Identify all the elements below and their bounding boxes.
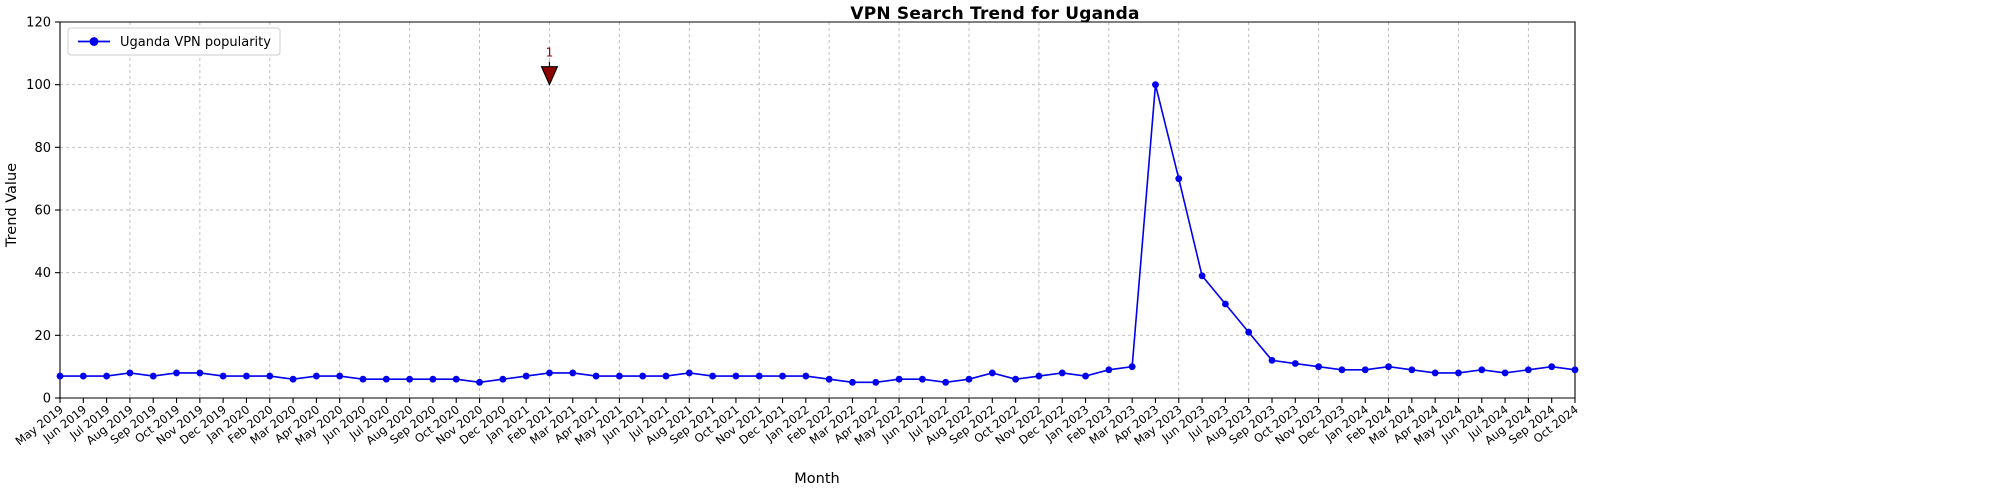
legend-entry-label: Uganda VPN popularity: [120, 35, 271, 50]
series-data-point: [569, 369, 577, 377]
series-data-point: [755, 372, 763, 380]
axis-frame: [59, 21, 1576, 399]
series-data-point: [732, 372, 740, 380]
series-data-point: [126, 369, 134, 377]
series-data-point: [918, 375, 926, 383]
series-data-point: [359, 375, 367, 383]
series-data-point: [149, 372, 157, 380]
y-axis-label: Trend Value: [4, 163, 20, 248]
series-data-point: [1035, 372, 1043, 380]
series-data-point: [639, 372, 647, 380]
y-tick-label: 100: [26, 78, 51, 93]
series-data-point: [1152, 81, 1159, 89]
series-data-point: [1338, 366, 1346, 374]
series-data-point: [1268, 357, 1276, 364]
series-data-point: [173, 369, 180, 377]
series-data-point: [312, 372, 320, 380]
series-data-point: [1082, 372, 1089, 380]
chart-title: VPN Search Trend for Uganda: [850, 4, 1140, 24]
series-data-point: [382, 375, 390, 383]
series-data-point: [336, 372, 344, 380]
y-tick-label: 60: [34, 204, 51, 219]
series-data-point: [1105, 366, 1113, 374]
series-data-point: [1221, 300, 1229, 308]
series-data-point: [1361, 366, 1369, 374]
series-data-point: [988, 369, 996, 377]
series-data-point: [79, 372, 87, 380]
series-data-point: [1198, 272, 1206, 280]
y-tick-label: 40: [34, 266, 51, 281]
series-data-point: [1548, 363, 1556, 371]
series-data-point: [685, 369, 693, 377]
annotation-triangle-down-icon: [540, 66, 559, 87]
series-data-point: [243, 372, 250, 380]
series-data-point: [1245, 328, 1253, 336]
series-data-point: [1571, 366, 1579, 374]
series-data-point: [1012, 375, 1020, 383]
series-data-point: [779, 372, 786, 380]
series-data-point: [1408, 366, 1416, 374]
series-data-point: [196, 369, 204, 377]
series-data-point: [872, 378, 880, 386]
legend-background: [67, 27, 281, 56]
chart-legend[interactable]: Uganda VPN popularity: [67, 27, 281, 56]
series-data-point: [103, 372, 111, 380]
series-data-point: [1478, 366, 1486, 374]
series-data-point: [615, 372, 623, 380]
series-data-point: [1455, 369, 1462, 377]
series-data-point: [266, 372, 274, 380]
series-data-point: [1291, 360, 1299, 367]
series-data-point: [429, 375, 437, 383]
series-line-path: [60, 84, 1576, 384]
series-data-point: [825, 375, 833, 383]
series-data-point: [942, 378, 950, 386]
series-data-point: [709, 372, 717, 380]
series-data-point: [406, 375, 414, 383]
axis-spines: [59, 21, 1576, 399]
series-data-point: [499, 375, 507, 383]
series-data-point: [1058, 369, 1066, 377]
legend-marker-icon: [89, 37, 99, 46]
gridlines: [59, 21, 1575, 398]
data-series: [56, 81, 1579, 386]
series-data-point: [662, 372, 670, 380]
series-data-point: [1315, 363, 1323, 371]
series-data-point: [592, 372, 600, 380]
series-data-point: [476, 378, 483, 386]
series-data-point: [546, 369, 553, 377]
y-tick-label: 0: [43, 392, 51, 407]
series-data-point: [1175, 175, 1183, 183]
y-axis-ticks: 0 20 40 60 80 100 120: [26, 16, 60, 407]
series-data-point: [219, 372, 227, 380]
series-data-point: [895, 375, 903, 383]
series-data-point: [802, 372, 810, 380]
series-data-point: [289, 375, 297, 383]
y-tick-label: 20: [34, 329, 51, 344]
series-data-point: [522, 372, 530, 380]
x-axis-label: Month: [794, 471, 839, 487]
series-data-point: [1431, 369, 1439, 377]
peak-annotation: 1: [540, 46, 559, 87]
series-data-point: [1385, 363, 1392, 371]
y-tick-label: 80: [34, 141, 51, 156]
series-data-point: [1128, 363, 1136, 371]
series-data-point: [849, 378, 856, 386]
series-data-point: [56, 372, 64, 380]
y-tick-label: 120: [26, 16, 51, 31]
series-data-point: [965, 375, 973, 383]
annotation-label: 1: [546, 46, 554, 60]
series-data-point: [1501, 369, 1509, 377]
series-data-point: [1524, 366, 1532, 374]
series-data-point: [452, 375, 460, 383]
